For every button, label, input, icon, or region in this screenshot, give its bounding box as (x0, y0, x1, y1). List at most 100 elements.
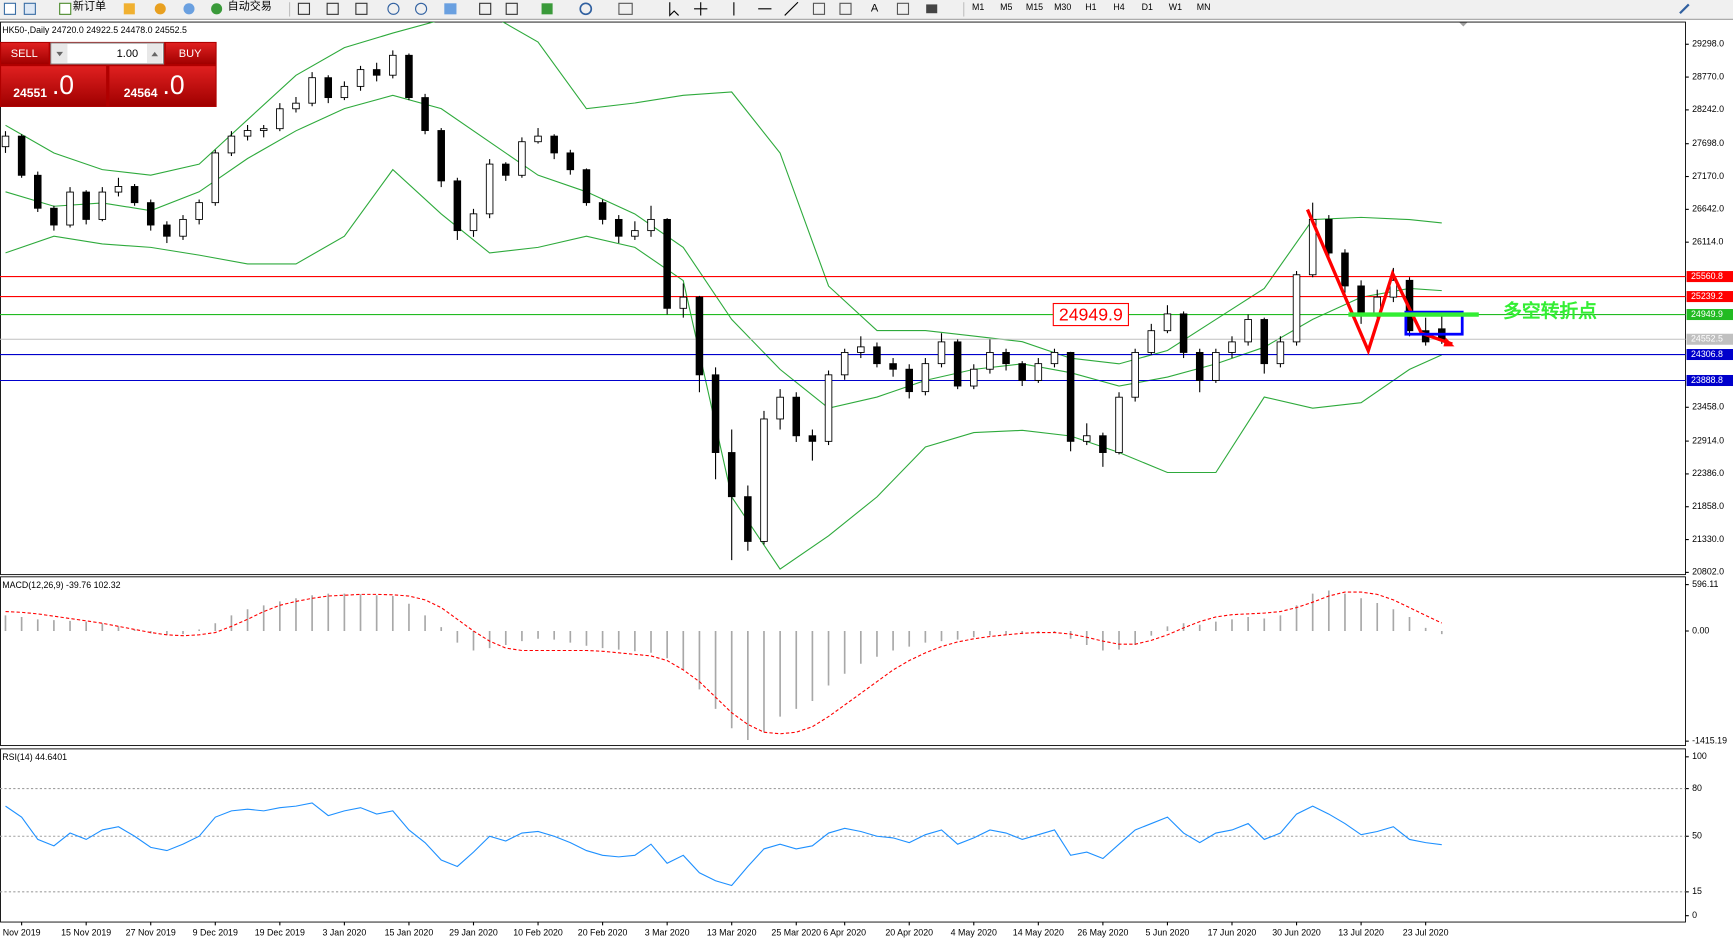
icon[interactable] (926, 4, 938, 14)
y-tick-label: 28242.0 (1692, 104, 1724, 114)
icon[interactable] (23, 2, 36, 15)
candle-body (146, 202, 155, 226)
buy-button[interactable] (165, 43, 216, 64)
candle-body (1050, 352, 1059, 365)
icon[interactable] (387, 2, 400, 15)
y-tick-label: 23458.0 (1692, 402, 1724, 412)
icon[interactable] (355, 2, 368, 15)
timeframe-button[interactable]: M15 (1026, 2, 1043, 12)
x-tick-label: 23 Jul 2020 (1403, 927, 1449, 937)
candle-body (259, 128, 268, 131)
candle-body (1002, 352, 1010, 365)
icon[interactable] (579, 2, 593, 16)
rsi-title: RSI(14) 44.6401 (2, 752, 67, 762)
sell-label[interactable]: SELL (11, 48, 38, 60)
icon[interactable] (415, 2, 428, 15)
timeframe-button[interactable]: H4 (1113, 2, 1124, 12)
icon[interactable] (297, 2, 311, 15)
candle-body (518, 141, 526, 176)
x-tick-label: 13 Mar 2020 (707, 927, 757, 937)
icon[interactable] (479, 2, 492, 15)
candle-body (1325, 218, 1333, 254)
icon[interactable] (733, 1, 799, 16)
candle-body (631, 230, 639, 237)
icon[interactable] (541, 3, 553, 15)
icon[interactable] (444, 3, 457, 15)
bollinger-upper (5, 22, 1442, 365)
sell-price[interactable] (1, 66, 107, 106)
x-tick-label: 4 May 2020 (951, 927, 997, 937)
y-tick-label: 26642.0 (1692, 204, 1724, 214)
ask-small[interactable]: .0 (162, 70, 184, 100)
candle-body (98, 191, 107, 220)
ask-big[interactable]: 24564 (124, 86, 158, 100)
icon[interactable]: A (871, 3, 879, 15)
candle-body (195, 202, 203, 220)
x-tick-label: 6 Apr 2020 (823, 927, 866, 937)
auto-trading-button[interactable]: 自动交易 (228, 0, 272, 13)
lot-input[interactable] (50, 42, 165, 65)
toolbar (0, 0, 1733, 19)
icon[interactable] (154, 3, 166, 15)
timeframe-button[interactable]: D1 (1142, 2, 1153, 12)
new-order-button[interactable]: 新订单 (73, 0, 106, 13)
icon[interactable] (618, 2, 633, 15)
timeframe-button[interactable]: H1 (1085, 2, 1096, 12)
bid-big[interactable]: 24551 (13, 86, 47, 100)
icon[interactable] (669, 2, 680, 17)
candle-body (1292, 274, 1301, 343)
icon[interactable] (211, 3, 223, 15)
icon[interactable] (505, 2, 518, 15)
price-level-tag (1686, 291, 1733, 303)
y-tick-label: -1415.19 (1692, 735, 1727, 745)
x-tick-label: 15 Nov 2019 (61, 927, 111, 937)
buy-price[interactable] (109, 66, 216, 106)
timeframe-button[interactable]: M30 (1054, 2, 1071, 12)
icon[interactable] (839, 2, 852, 15)
candle-body (889, 363, 897, 370)
x-tick-label: 17 Jun 2020 (1208, 927, 1257, 937)
icon[interactable] (59, 2, 72, 15)
candle-body (1389, 279, 1398, 298)
y-tick-label: 80 (1692, 783, 1702, 793)
icon[interactable] (812, 2, 826, 15)
lot-value[interactable]: 1.00 (117, 48, 139, 60)
icon[interactable] (183, 3, 195, 15)
axes: Nov 2019 15 Nov 2019 27 Nov 2019 9 Dec 2019… (3, 39, 1733, 937)
y-tick-label: 27170.0 (1692, 171, 1724, 181)
candle-body (1195, 352, 1204, 381)
x-tick-label: 19 Dec 2019 (255, 927, 305, 937)
icon[interactable] (1679, 3, 1690, 15)
timeframe-button[interactable]: M5 (1000, 2, 1012, 12)
candle-body (1082, 435, 1091, 442)
candle-body (66, 191, 74, 226)
icon[interactable] (694, 2, 708, 16)
timeframe-button[interactable]: W1 (1169, 2, 1182, 12)
candle-body (647, 218, 655, 232)
candle-body (308, 77, 316, 104)
price-level-tag (1686, 309, 1733, 321)
icon[interactable] (3, 2, 17, 15)
candle-body (405, 54, 413, 99)
x-tick-label: 13 Jul 2020 (1338, 927, 1384, 937)
icon[interactable] (123, 3, 135, 15)
macd-pane (0, 576, 1686, 747)
macd-title: MACD(12,26,9) -39.76 102.32 (2, 580, 120, 590)
icon[interactable] (326, 2, 339, 15)
candle-body (82, 191, 90, 220)
candle-body (921, 363, 930, 393)
candle-body (873, 346, 881, 365)
icon[interactable] (896, 2, 910, 15)
sell-button[interactable] (1, 43, 49, 64)
macd-signal (5, 591, 1443, 735)
candle-body (1034, 363, 1043, 381)
buy-label[interactable]: BUY (179, 48, 202, 60)
y-tick-label: 50 (1692, 831, 1702, 841)
timeframe-button[interactable]: MN (1197, 2, 1211, 12)
timeframe-button[interactable]: M1 (972, 2, 984, 12)
bid-small[interactable]: .0 (52, 70, 74, 100)
candle-body (1, 135, 10, 148)
candle-body (808, 435, 817, 442)
